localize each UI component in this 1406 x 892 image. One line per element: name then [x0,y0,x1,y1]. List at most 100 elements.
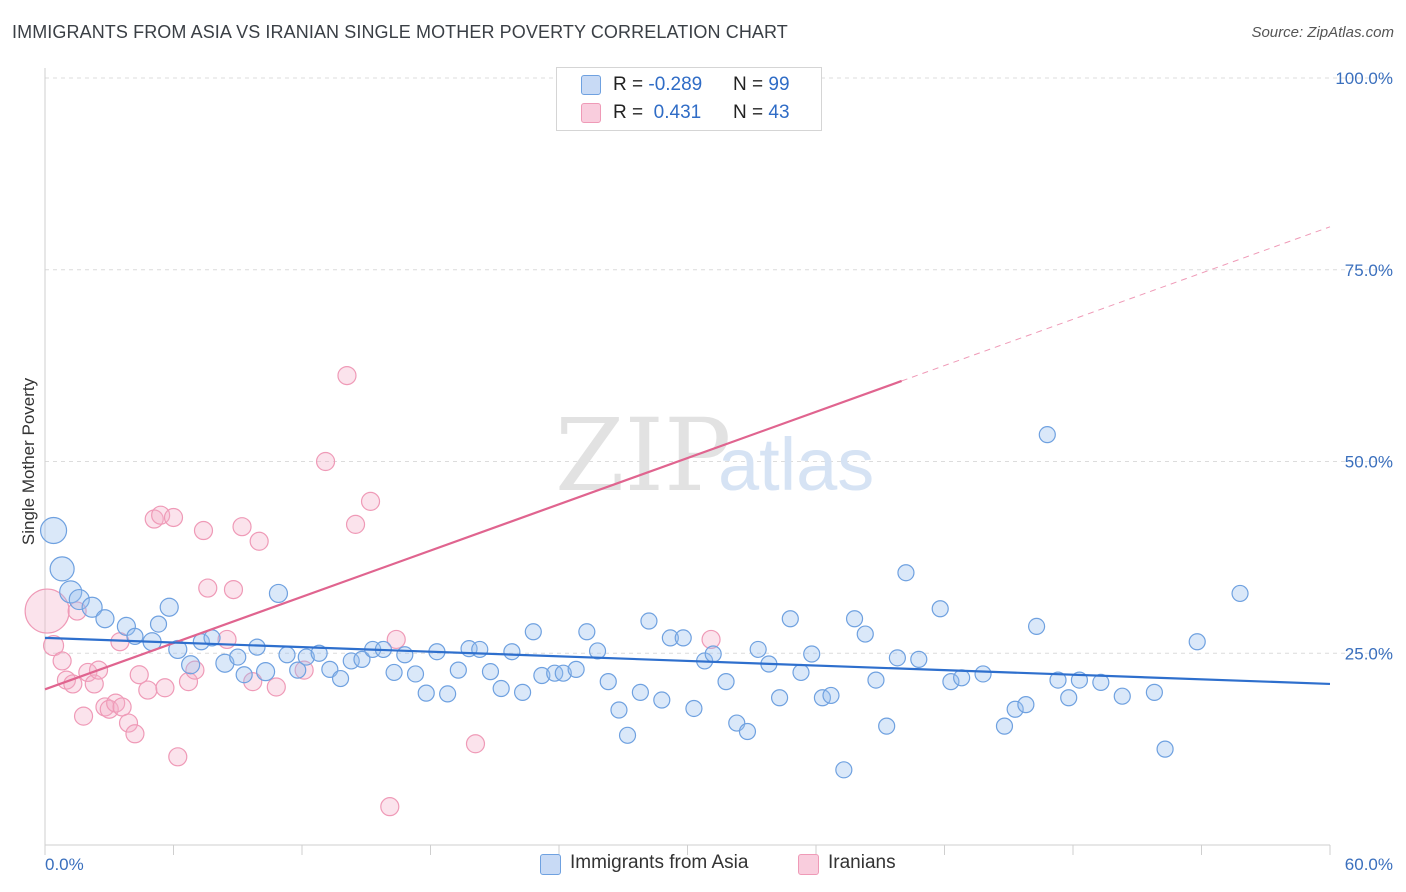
immigrants-asia-point [1049,671,1067,689]
immigrants-asia-point [533,666,551,685]
legend: R = -0.289 N = 99 R = 0.431 N = 43 [556,67,822,131]
immigrants-asia-point [159,597,179,617]
immigrants-asia-point [781,610,799,628]
iranians-point [243,672,263,692]
bottom-legend-swatch-asia [540,854,561,875]
iranians-trend-line [44,379,903,691]
legend-r-label: R = [613,102,649,123]
axis-labels: 25.0% 50.0% 75.0% 100.0% 0.0% 60.0% Single Mot… [19,69,1393,874]
iranians-point [266,677,286,697]
iranians-point [294,660,314,680]
iranians-point [701,629,721,650]
iranians-point [198,578,218,598]
immigrants-asia-point [942,673,960,691]
immigrants-asia-point [1145,683,1163,701]
y-tick-label: 75.0% [1345,261,1393,280]
immigrants-asia-point [1156,740,1174,758]
iranians-point [386,629,406,650]
iranians-point [163,507,184,528]
source-label: Source: ZipAtlas.com [1251,24,1394,41]
immigrants-asia-point [910,650,928,668]
immigrants-asia-point [588,642,607,660]
immigrants-asia-point [792,663,810,682]
immigrants-asia-point [953,669,971,687]
immigrants-asia-point [1006,700,1024,718]
immigrants-asia-point [81,596,103,618]
legend-swatch-asia [581,75,601,95]
immigrants-asia-point [878,717,896,735]
iranians-point [360,491,381,511]
legend-n-value-asia: 99 [768,74,790,95]
immigrants-asia-point [268,583,289,604]
iranians-point [73,706,94,726]
immigrants-asia-point [1060,689,1078,707]
immigrants-asia-point [1092,673,1110,691]
immigrants-asia-point [524,623,542,641]
y-tick-label: 100.0% [1335,69,1393,88]
x-tick-label-min: 0.0% [45,855,84,874]
y-tick-label: 50.0% [1345,453,1393,472]
iranians-point [125,724,145,744]
iranians-point [112,697,132,717]
immigrants-asia-point [1231,584,1249,603]
iranians-point [155,678,175,698]
iranians-point [249,531,269,551]
immigrants-asia-point [631,683,649,701]
immigrants-asia-point [704,645,722,663]
immigrants-asia-point [803,645,821,663]
immigrants-asia-point [95,609,115,629]
iranians-point [24,588,70,634]
immigrants-asia-point [610,701,628,719]
grid-lines [45,77,1392,654]
immigrants-asia-point [278,646,296,664]
iranians-point [168,747,188,767]
immigrants-asia-point [685,699,703,718]
iranians-point [52,651,72,671]
immigrants-asia-point [578,623,596,641]
immigrants-asia-point [331,669,350,688]
bottom-legend-swatch-iranians [798,854,819,875]
immigrants-asia-point [554,664,572,682]
iranians-point [345,514,366,534]
immigrants-asia-point [845,610,864,628]
legend-n-value-iranians: 43 [768,102,790,123]
immigrants-asia-point [59,580,83,604]
immigrants-asia-point [931,600,949,618]
immigrants-asia-point [513,683,532,701]
immigrants-asia-point [995,717,1014,735]
immigrants-asia-point [567,660,585,678]
immigrants-asia-point [439,685,457,703]
immigrants-asia-point [353,650,371,668]
iranians-point [118,713,139,733]
immigrants-asia-point [717,673,735,691]
iranians-point [129,665,149,685]
immigrants-asia-point [618,726,637,744]
x-tick-label-max: 60.0% [1345,855,1393,874]
axes [44,68,1331,855]
immigrants-asia-point [310,644,328,662]
immigrants-asia-point [974,665,992,683]
legend-swatch-iranians [581,103,601,123]
iranians-point [465,734,486,754]
immigrants-asia-point [661,629,679,647]
immigrants-asia-point [289,661,307,679]
immigrants-asia-point [49,556,75,582]
iranians-trend-extension [901,226,1331,382]
immigrants-asia-point [835,761,853,779]
immigrants-asia-point [68,588,90,611]
immigrants-asia-point [229,648,247,666]
immigrants-asia-point [449,661,467,679]
immigrants-asia-point [481,663,500,681]
immigrants-asia-point [867,671,885,689]
immigrants-asia-point [406,665,425,683]
iranians-point [42,634,65,657]
iranians-point [380,797,400,817]
immigrants-asia-point [248,638,266,656]
trend-lines [44,226,1331,691]
immigrants-asia-point [492,679,510,698]
iranians-point [178,672,199,692]
immigrants-asia-point [653,691,671,709]
iranians-point [232,517,252,537]
immigrants-asia-point [181,655,201,675]
